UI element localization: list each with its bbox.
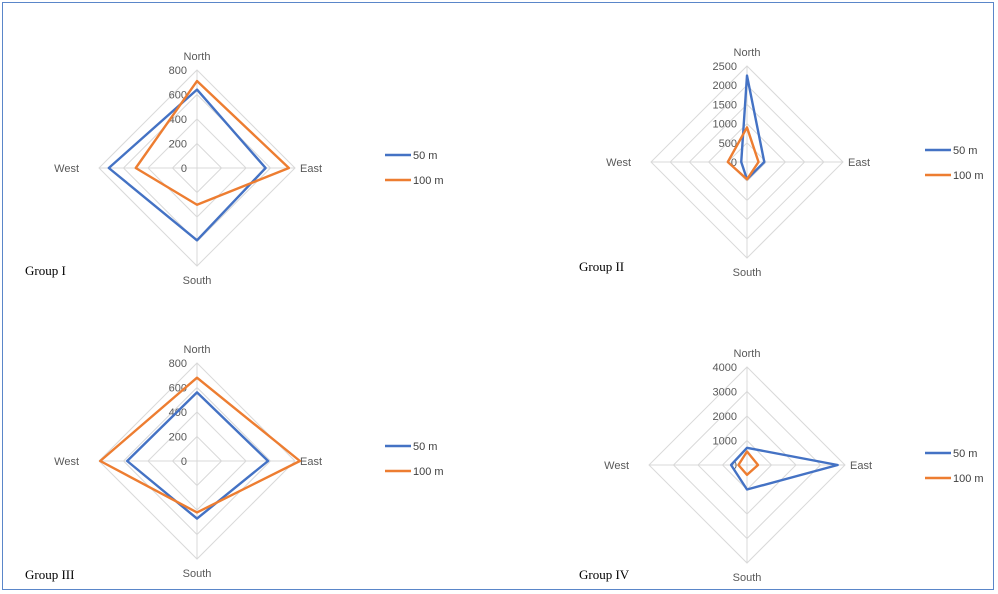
direction-label-north: North [184, 51, 211, 63]
series-line-50m [125, 391, 270, 520]
direction-label-east: East [848, 157, 870, 169]
legend-entry: 100 m [413, 175, 444, 187]
tick-label: 200 [169, 139, 187, 151]
direction-label-east: East [850, 460, 872, 472]
tick-label: 500 [719, 138, 737, 150]
radar-charts-canvas: 0 200 400 600 800 North East South West 50 m 100 m… [25, 47, 984, 584]
direction-label-west: West [606, 157, 631, 169]
tick-label: 2000 [713, 80, 737, 92]
legend-entry: 50 m [953, 145, 977, 157]
tick-label: 0 [181, 456, 187, 468]
tick-label: 1000 [713, 119, 737, 131]
direction-label-north: North [184, 344, 211, 356]
legend-entry: 50 m [413, 150, 437, 162]
tick-label: 0 [181, 163, 187, 175]
direction-label-south: South [733, 267, 762, 279]
legend-entry: 50 m [953, 448, 977, 460]
direction-label-east: East [300, 456, 322, 468]
direction-label-north: North [734, 348, 761, 360]
tick-label: 0 [731, 157, 737, 169]
group-label: Group I [25, 263, 66, 278]
group-label: Group IV [579, 567, 630, 582]
tick-label: 3000 [713, 387, 737, 399]
radar-chart-1: 0 200 400 600 800 North East South West 50 m 100 m… [25, 51, 444, 287]
direction-label-west: West [54, 456, 79, 468]
series-line-100m [737, 450, 760, 476]
tick-label: 2000 [713, 411, 737, 423]
legend-entry: 50 m [413, 441, 437, 453]
direction-label-south: South [183, 275, 212, 287]
tick-label: 2500 [713, 61, 737, 73]
legend-entry: 100 m [413, 466, 444, 478]
group-label: Group III [25, 567, 74, 582]
tick-label: 1500 [713, 99, 737, 111]
direction-label-south: South [183, 568, 212, 580]
direction-label-south: South [733, 572, 762, 584]
direction-label-north: North [734, 47, 761, 59]
tick-label: 200 [169, 432, 187, 444]
series-line-100m [99, 376, 302, 514]
tick-label: 600 [169, 90, 187, 102]
tick-label: 800 [169, 65, 187, 77]
radar-chart-4: 0 1000 2000 3000 4000 North East South West 50 m 1… [579, 348, 984, 584]
tick-label: 4000 [713, 362, 737, 374]
direction-label-west: West [604, 460, 629, 472]
series-line-50m [729, 446, 839, 491]
tick-label: 0 [731, 460, 737, 472]
series-line-100m [134, 79, 291, 206]
legend-entry: 100 m [953, 473, 984, 485]
tick-label: 400 [169, 114, 187, 126]
legend-entry: 100 m [953, 170, 984, 182]
direction-label-east: East [300, 163, 322, 175]
direction-label-west: West [54, 163, 79, 175]
series-line-100m [726, 126, 760, 181]
radar-chart-2: 0 500 1000 1500 2000 2500 North East South West 50… [579, 47, 984, 279]
tick-label: 800 [169, 358, 187, 370]
group-label: Group II [579, 259, 624, 274]
tick-label: 1000 [713, 436, 737, 448]
series-line-50m [107, 88, 267, 242]
